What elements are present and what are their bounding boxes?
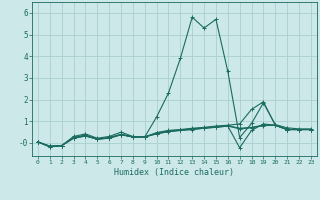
X-axis label: Humidex (Indice chaleur): Humidex (Indice chaleur) <box>115 168 234 177</box>
